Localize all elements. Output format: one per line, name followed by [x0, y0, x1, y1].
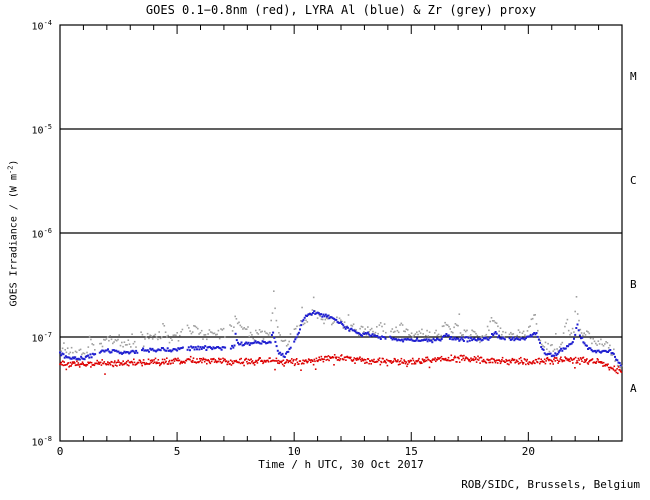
y-tick-label: 10-4 [31, 19, 52, 33]
x-tick-label: 0 [56, 445, 64, 458]
flare-class-label-c: C [630, 174, 637, 187]
x-axis-title: Time / h UTC, 30 Oct 2017 [258, 458, 424, 471]
chart-title: GOES 0.1−0.8nm (red), LYRA Al (blue) & Z… [145, 3, 537, 17]
y-tick-label: 10-5 [31, 123, 52, 137]
x-tick-label: 5 [173, 445, 181, 458]
x-tick-label: 20 [521, 445, 535, 458]
y-tick-label: 10-7 [31, 331, 52, 345]
flare-class-label-a: A [630, 382, 637, 395]
y-tick-label: 10-8 [31, 435, 52, 449]
y-axis-title: GOES Irradiance / (W m-2) [6, 159, 20, 307]
y-tick-label: 10-6 [31, 227, 52, 241]
flare-class-label-b: B [630, 278, 637, 291]
flare-class-label-m: M [630, 70, 637, 83]
x-tick-label: 15 [404, 445, 418, 458]
credit-text: ROB/SIDC, Brussels, Belgium [461, 478, 640, 491]
x-tick-label: 10 [287, 445, 301, 458]
